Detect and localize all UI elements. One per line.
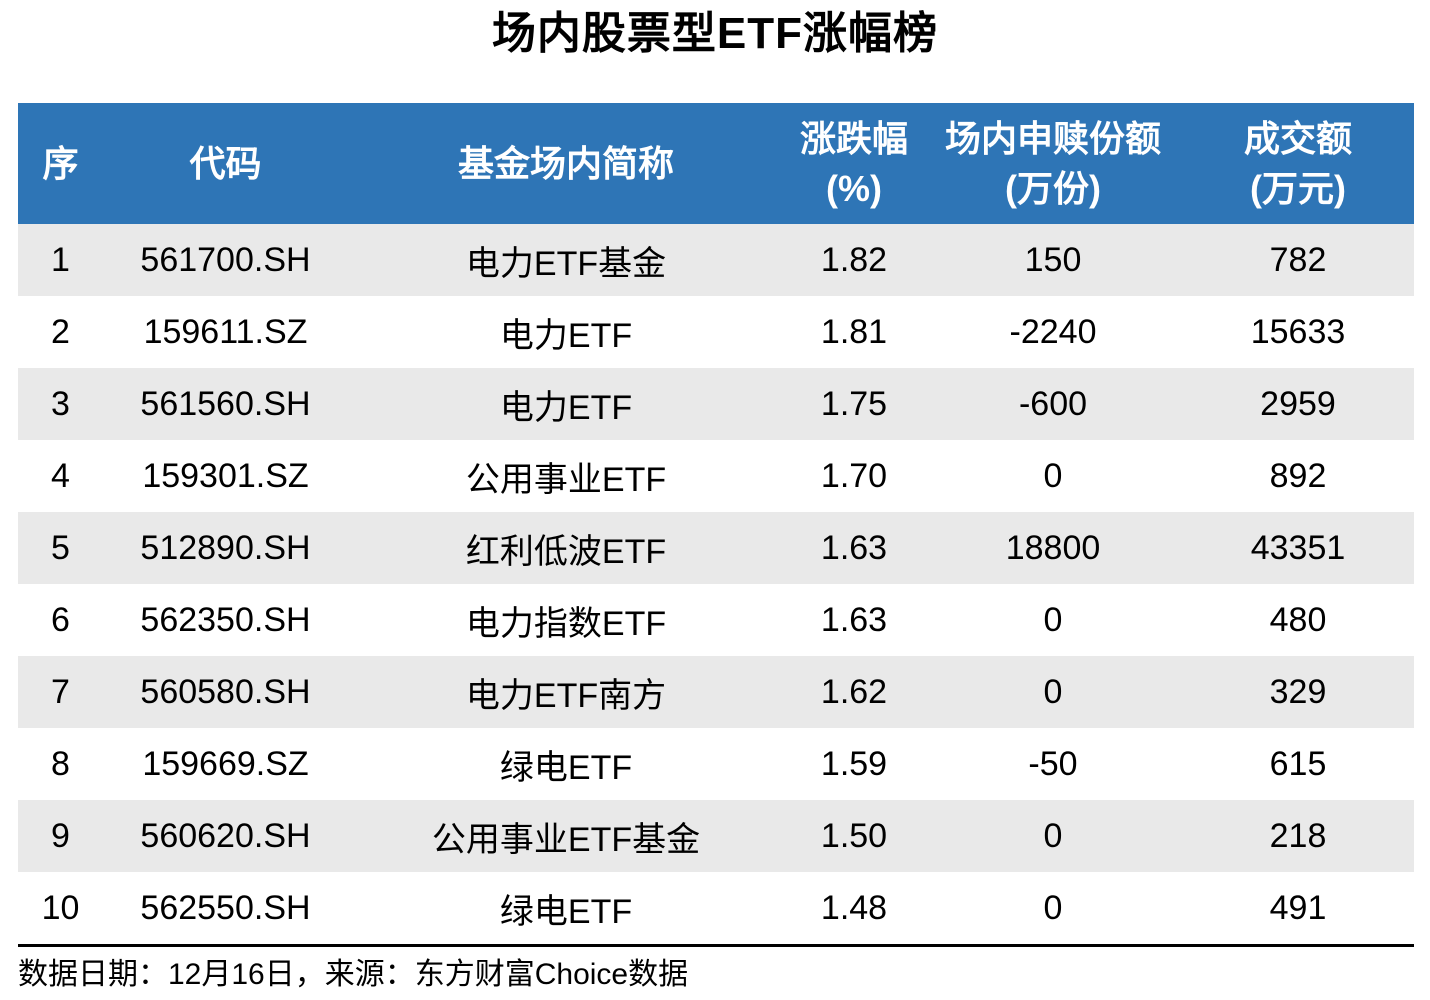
cell-no: 1 bbox=[51, 240, 70, 279]
cell-chg: 1.50 bbox=[820, 816, 888, 855]
source-note: 数据日期：12月16日，来源：东方财富Choice数据 bbox=[18, 944, 1414, 994]
cell-no: 5 bbox=[51, 528, 70, 567]
col-header-change-sub: (%) bbox=[826, 167, 882, 209]
cell-code: 159301.SZ bbox=[142, 456, 309, 495]
header-row: 序 代码 基金场内简称 涨跌幅 (%) 场内申赎份额 (万份) bbox=[18, 103, 1414, 224]
cell-name: 红利低波ETF bbox=[465, 532, 667, 571]
cell-name: 电力ETF bbox=[499, 316, 633, 355]
cell-turnover: 782 bbox=[1269, 240, 1327, 279]
cell-name: 公用事业ETF基金 bbox=[431, 820, 701, 859]
table-row: 5 512890.SH 红利低波ETF 1.63 18800 43351 bbox=[18, 512, 1414, 584]
cell-chg: 1.82 bbox=[820, 240, 888, 279]
col-header-code: 代码 bbox=[103, 103, 348, 224]
table-header: 序 代码 基金场内简称 涨跌幅 (%) 场内申赎份额 (万份) bbox=[18, 103, 1414, 224]
col-header-change-label: 涨跌幅 bbox=[799, 117, 908, 159]
cell-shares: -600 bbox=[1018, 384, 1088, 423]
cell-shares: -50 bbox=[1028, 744, 1078, 783]
col-header-name-label: 基金场内简称 bbox=[457, 142, 674, 184]
cell-no: 6 bbox=[51, 600, 70, 639]
cell-turnover: 329 bbox=[1269, 672, 1327, 711]
col-header-turnover-sub: (万元) bbox=[1250, 167, 1346, 209]
table-row: 2 159611.SZ 电力ETF 1.81 -2240 15633 bbox=[18, 296, 1414, 368]
cell-shares: 0 bbox=[1043, 600, 1063, 639]
cell-shares: 0 bbox=[1043, 672, 1063, 711]
cell-turnover: 491 bbox=[1269, 888, 1327, 927]
table-row: 9 560620.SH 公用事业ETF基金 1.50 0 218 bbox=[18, 800, 1414, 872]
cell-turnover: 892 bbox=[1269, 456, 1327, 495]
col-header-turnover-label: 成交额 bbox=[1243, 117, 1352, 159]
cell-shares: 0 bbox=[1043, 456, 1063, 495]
col-header-index-label: 序 bbox=[42, 142, 79, 184]
cell-chg: 1.48 bbox=[820, 888, 888, 927]
col-header-name: 基金场内简称 bbox=[348, 103, 784, 224]
cell-no: 9 bbox=[51, 816, 70, 855]
cell-turnover: 218 bbox=[1269, 816, 1327, 855]
cell-no: 3 bbox=[51, 384, 70, 423]
cell-chg: 1.75 bbox=[820, 384, 888, 423]
cell-name: 绿电ETF bbox=[499, 892, 633, 931]
cell-code: 512890.SH bbox=[140, 528, 311, 567]
col-header-change: 涨跌幅 (%) bbox=[784, 103, 924, 224]
cell-name: 绿电ETF bbox=[499, 748, 633, 787]
cell-chg: 1.62 bbox=[820, 672, 888, 711]
table-row: 8 159669.SZ 绿电ETF 1.59 -50 615 bbox=[18, 728, 1414, 800]
col-header-shares-sub: (万份) bbox=[1005, 167, 1101, 209]
cell-shares: 150 bbox=[1024, 240, 1082, 279]
table-body: 1 561700.SH 电力ETF基金 1.82 150 782 2 159611.SZ 电力E… bbox=[18, 224, 1414, 944]
cell-chg: 1.59 bbox=[820, 744, 888, 783]
table-row: 4 159301.SZ 公用事业ETF 1.70 0 892 bbox=[18, 440, 1414, 512]
cell-no: 7 bbox=[51, 672, 70, 711]
cell-no: 10 bbox=[41, 888, 80, 927]
cell-code: 561560.SH bbox=[140, 384, 311, 423]
table-row: 3 561560.SH 电力ETF 1.75 -600 2959 bbox=[18, 368, 1414, 440]
cell-code: 561700.SH bbox=[140, 240, 311, 279]
cell-chg: 1.70 bbox=[820, 456, 888, 495]
table-row: 7 560580.SH 电力ETF南方 1.62 0 329 bbox=[18, 656, 1414, 728]
cell-code: 562350.SH bbox=[140, 600, 311, 639]
cell-no: 8 bbox=[51, 744, 70, 783]
page-title: 场内股票型ETF涨幅榜 bbox=[491, 9, 939, 58]
cell-shares: 0 bbox=[1043, 816, 1063, 855]
col-header-turnover: 成交额 (万元) bbox=[1182, 103, 1414, 224]
table-row: 1 561700.SH 电力ETF基金 1.82 150 782 bbox=[18, 224, 1414, 296]
col-header-code-label: 代码 bbox=[189, 142, 262, 184]
table-row: 10 562550.SH 绿电ETF 1.48 0 491 bbox=[18, 872, 1414, 944]
cell-code: 159611.SZ bbox=[143, 312, 308, 351]
col-header-index: 序 bbox=[18, 103, 103, 224]
cell-chg: 1.81 bbox=[820, 312, 888, 351]
cell-name: 电力指数ETF bbox=[465, 604, 667, 643]
table-row: 6 562350.SH 电力指数ETF 1.63 0 480 bbox=[18, 584, 1414, 656]
col-header-shares: 场内申赎份额 (万份) bbox=[924, 103, 1182, 224]
cell-code: 560580.SH bbox=[140, 672, 311, 711]
cell-name: 电力ETF南方 bbox=[465, 676, 667, 715]
cell-turnover: 2959 bbox=[1260, 384, 1336, 423]
cell-name: 电力ETF bbox=[499, 388, 633, 427]
cell-shares: 18800 bbox=[1005, 528, 1101, 567]
cell-shares: 0 bbox=[1043, 888, 1063, 927]
cell-turnover: 615 bbox=[1269, 744, 1327, 783]
cell-turnover: 480 bbox=[1269, 600, 1327, 639]
cell-no: 2 bbox=[51, 312, 70, 351]
cell-name: 电力ETF基金 bbox=[465, 244, 667, 283]
etf-ranking-table: 序 代码 基金场内简称 涨跌幅 (%) 场内申赎份额 (万份) bbox=[18, 103, 1414, 944]
cell-turnover: 43351 bbox=[1250, 528, 1346, 567]
cell-code: 159669.SZ bbox=[142, 744, 309, 783]
col-header-shares-label: 场内申赎份额 bbox=[944, 117, 1161, 159]
cell-name: 公用事业ETF bbox=[465, 460, 667, 499]
cell-code: 560620.SH bbox=[140, 816, 311, 855]
cell-chg: 1.63 bbox=[820, 600, 888, 639]
cell-no: 4 bbox=[51, 456, 70, 495]
cell-turnover: 15633 bbox=[1250, 312, 1346, 351]
cell-chg: 1.63 bbox=[820, 528, 888, 567]
cell-shares: -2240 bbox=[1009, 312, 1097, 351]
cell-code: 562550.SH bbox=[140, 888, 311, 927]
